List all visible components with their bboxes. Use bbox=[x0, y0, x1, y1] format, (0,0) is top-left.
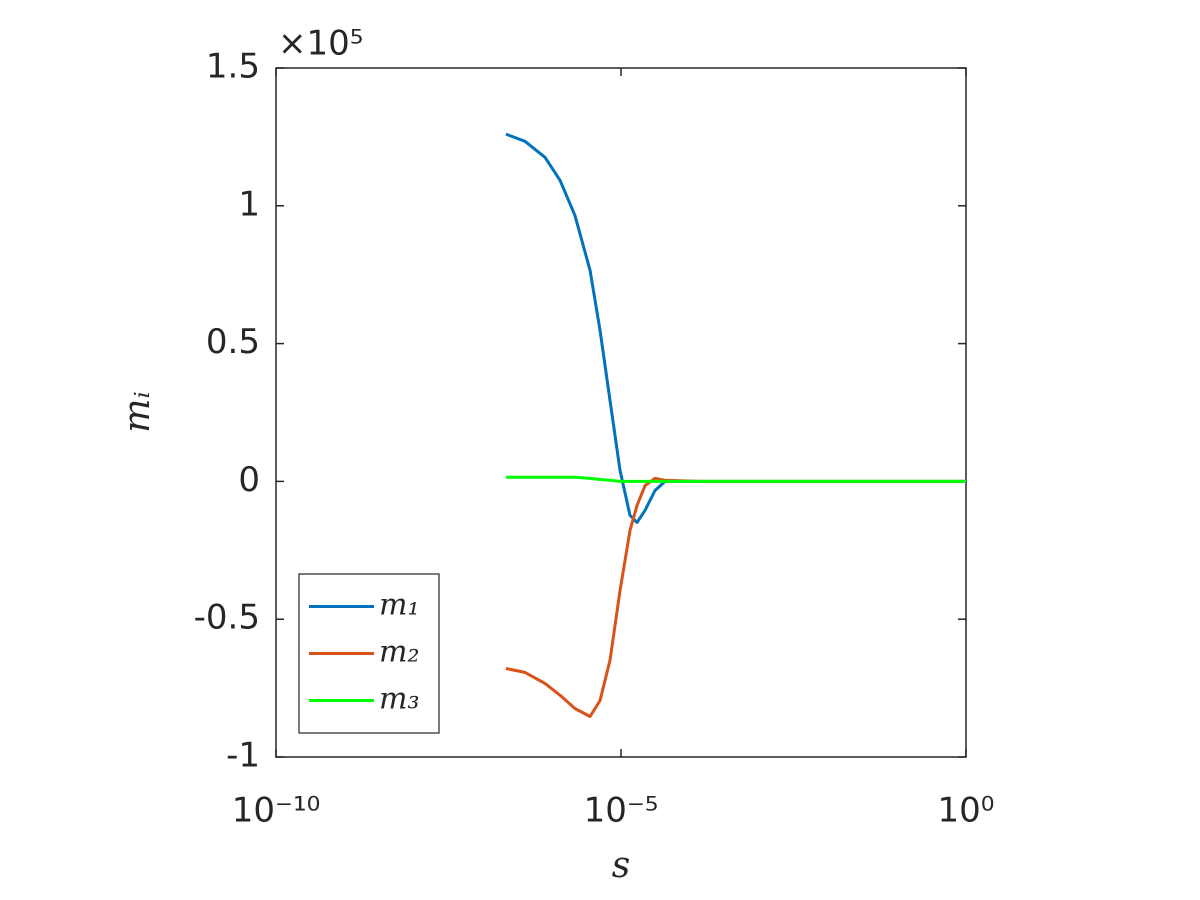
legend-label: m₁ bbox=[379, 588, 419, 623]
y-tick-label: -0.5 bbox=[194, 598, 260, 638]
x-tick-label: 10⁰ bbox=[938, 791, 995, 831]
y-tick-label: 0 bbox=[238, 460, 260, 500]
y-tick-label: -1 bbox=[226, 736, 260, 776]
y-multiplier: ×10⁵ bbox=[278, 24, 363, 64]
x-tick-label: 10⁻⁵ bbox=[584, 791, 659, 831]
y-tick-label: 1.5 bbox=[206, 47, 260, 87]
y-tick-label: 0.5 bbox=[206, 322, 260, 362]
y-axis-label: mᵢ bbox=[117, 391, 158, 432]
x-tick-label: 10⁻¹⁰ bbox=[232, 791, 320, 831]
x-axis-label: s bbox=[612, 845, 630, 886]
legend-label: m₃ bbox=[379, 682, 419, 717]
legend-label: m₂ bbox=[379, 635, 419, 670]
y-tick-label: 1 bbox=[238, 184, 260, 224]
series-line bbox=[505, 475, 966, 483]
